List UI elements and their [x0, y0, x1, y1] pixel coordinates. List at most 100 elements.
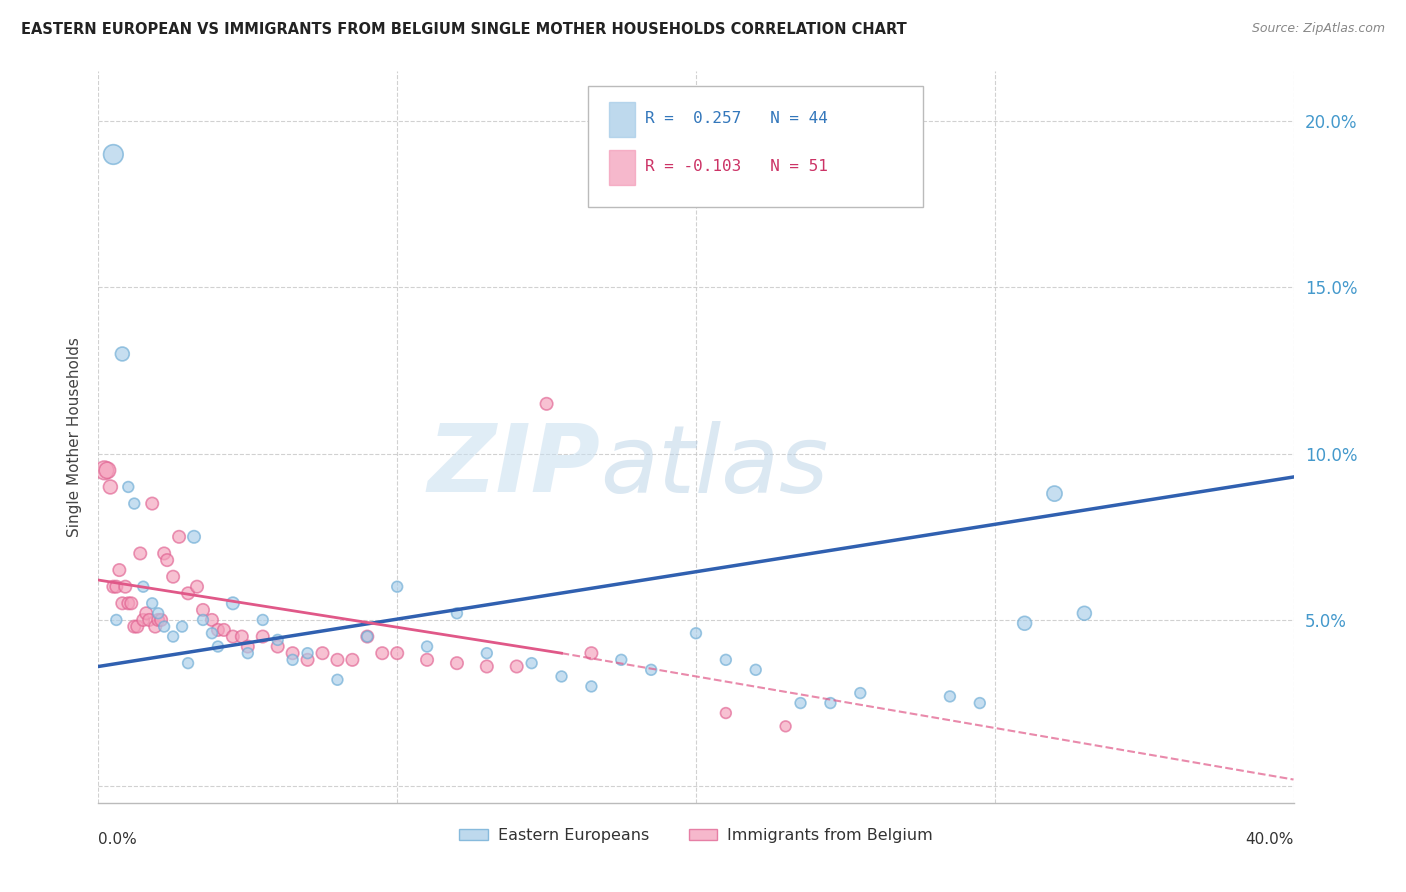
Text: 40.0%: 40.0%: [1246, 832, 1294, 847]
Point: [183, 530, 205, 544]
Point: [103, 147, 125, 161]
Point: [252, 613, 274, 627]
Point: [356, 630, 378, 644]
Point: [685, 626, 707, 640]
Text: 0.0%: 0.0%: [98, 832, 138, 847]
Point: [153, 546, 176, 560]
Point: [475, 646, 498, 660]
Point: [416, 640, 439, 654]
Point: [148, 613, 170, 627]
Point: [475, 659, 498, 673]
Point: [385, 646, 409, 660]
Point: [385, 580, 409, 594]
Point: [124, 497, 146, 511]
Point: [135, 607, 157, 621]
Point: [745, 663, 768, 677]
Point: [222, 596, 245, 610]
Point: [212, 623, 235, 637]
Point: [153, 619, 176, 633]
Point: [141, 497, 163, 511]
Text: atlas: atlas: [600, 421, 828, 512]
Point: [177, 656, 200, 670]
Point: [281, 646, 304, 660]
Point: [105, 613, 128, 627]
Point: [177, 586, 200, 600]
Point: [236, 640, 259, 654]
Point: [1073, 607, 1095, 621]
Point: [150, 613, 173, 627]
Point: [506, 659, 529, 673]
Point: [117, 480, 139, 494]
Point: [105, 580, 128, 594]
Point: [111, 347, 134, 361]
Point: [111, 596, 134, 610]
Point: [520, 656, 543, 670]
Point: [127, 619, 149, 633]
Text: ZIP: ZIP: [427, 420, 600, 512]
Point: [297, 646, 319, 660]
Point: [132, 613, 155, 627]
Point: [820, 696, 842, 710]
Point: [129, 546, 152, 560]
Point: [132, 580, 155, 594]
Point: [446, 656, 468, 670]
Point: [281, 653, 304, 667]
Point: [201, 613, 224, 627]
Point: [186, 580, 208, 594]
Point: [939, 690, 962, 704]
Point: [207, 623, 229, 637]
Point: [640, 663, 662, 677]
Point: [167, 530, 190, 544]
Point: [191, 613, 214, 627]
Point: [114, 580, 136, 594]
Point: [446, 607, 468, 621]
Point: [581, 646, 603, 660]
Point: [969, 696, 991, 710]
Point: [201, 626, 224, 640]
Bar: [609, 150, 636, 185]
Point: [231, 630, 253, 644]
Point: [775, 719, 797, 733]
Point: [191, 603, 214, 617]
Point: [297, 653, 319, 667]
Point: [342, 653, 364, 667]
Point: [714, 653, 737, 667]
Point: [581, 680, 603, 694]
Point: [550, 669, 572, 683]
Point: [98, 480, 122, 494]
Point: [267, 640, 290, 654]
Point: [120, 596, 142, 610]
Point: [124, 619, 146, 633]
Point: [148, 607, 170, 621]
Point: [416, 653, 439, 667]
Point: [222, 630, 245, 644]
Point: [207, 640, 229, 654]
Point: [103, 580, 125, 594]
Point: [326, 653, 349, 667]
Bar: [609, 102, 636, 137]
Point: [117, 596, 139, 610]
Point: [156, 553, 179, 567]
Y-axis label: Single Mother Households: Single Mother Households: [67, 337, 83, 537]
Point: [849, 686, 872, 700]
Point: [610, 653, 633, 667]
Text: Source: ZipAtlas.com: Source: ZipAtlas.com: [1251, 22, 1385, 36]
Point: [371, 646, 394, 660]
Point: [138, 613, 160, 627]
Point: [162, 570, 184, 584]
Point: [93, 463, 115, 477]
Point: [252, 630, 274, 644]
Point: [1014, 616, 1036, 631]
Text: R =  0.257   N = 44: R = 0.257 N = 44: [644, 112, 828, 127]
Text: R = -0.103   N = 51: R = -0.103 N = 51: [644, 159, 828, 174]
Point: [326, 673, 349, 687]
FancyBboxPatch shape: [589, 86, 922, 207]
Point: [108, 563, 131, 577]
Point: [311, 646, 333, 660]
Point: [143, 619, 166, 633]
Point: [96, 463, 118, 477]
Legend: Eastern Europeans, Immigrants from Belgium: Eastern Europeans, Immigrants from Belgi…: [453, 822, 939, 850]
Point: [536, 397, 558, 411]
Point: [356, 630, 378, 644]
Point: [267, 632, 290, 647]
